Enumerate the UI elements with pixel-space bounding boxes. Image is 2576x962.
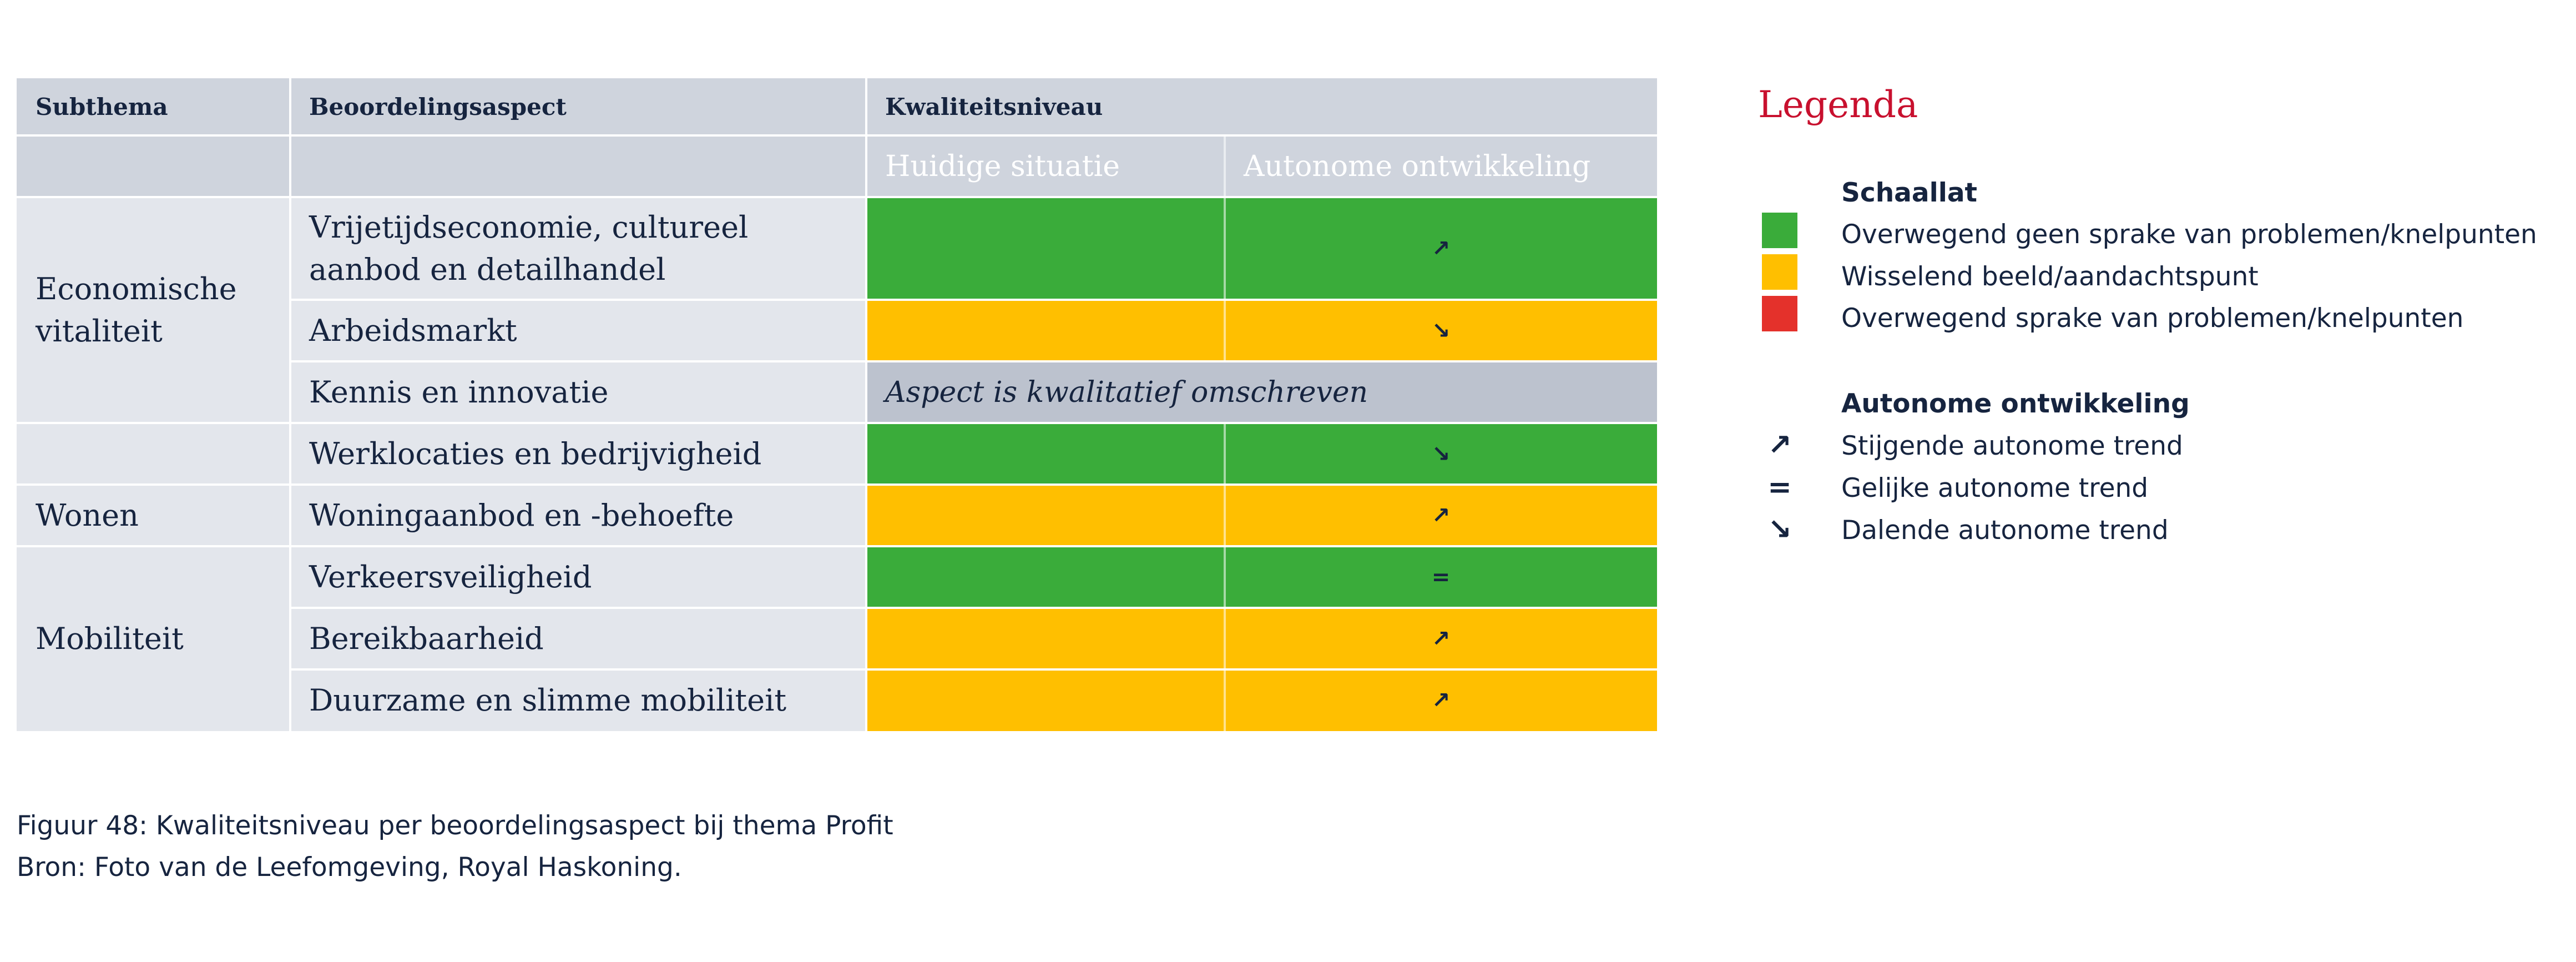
- trend-equal-icon: =: [1225, 546, 1657, 608]
- subtheme-economische-vitaliteit: Economische vitaliteit: [17, 197, 290, 423]
- legend-scale-label: Overwegend geen sprake van problemen/kne…: [1841, 219, 2537, 250]
- status-woningaanbod: [866, 485, 1225, 546]
- grid-line: [17, 196, 1657, 198]
- arrow-down-right-icon: ↘: [1767, 513, 1792, 546]
- legend-trend-label: Gelijke autonome trend: [1841, 473, 2149, 503]
- grid-line: [1224, 135, 1226, 361]
- header-beoordelingsaspect: Beoordelingsaspect: [290, 78, 866, 135]
- grid-line: [290, 360, 1657, 362]
- legend-trend-label: Stijgende autonome trend: [1841, 431, 2183, 461]
- trend-rising-icon: ↗: [1225, 608, 1657, 669]
- grid-line: [17, 483, 1657, 486]
- trend-rising-icon: ↗: [1225, 197, 1657, 300]
- trend-falling-icon: ↘: [1225, 300, 1657, 361]
- grid-line: [289, 78, 291, 731]
- aspect-werklocaties: Werklocaties en bedrijvigheid: [290, 423, 866, 485]
- grid-line: [17, 422, 1657, 424]
- status-qualitative-note: Aspect is kwalitatief omschreven: [866, 361, 1657, 423]
- status-bereikbaarheid: [866, 608, 1225, 669]
- subtheme-mobiliteit: Mobiliteit: [17, 546, 290, 731]
- legend-scale-label: Overwegend sprake van problemen/knelpunt…: [1841, 303, 2464, 334]
- status-verkeersveiligheid: [866, 546, 1225, 608]
- trend-rising-icon: ↗: [1225, 669, 1657, 731]
- grid-line: [865, 78, 867, 731]
- status-duurzame-mobiliteit: [866, 669, 1225, 731]
- subtheme-empty: [17, 423, 290, 485]
- aspect-woningaanbod: Woningaanbod en -behoefte: [290, 485, 866, 546]
- aspect-kennis-en-innovatie: Kennis en innovatie: [290, 361, 866, 423]
- legend-swatch-red: [1762, 296, 1797, 331]
- legend-scale-label: Wisselend beeld/aandachtspunt: [1841, 261, 2259, 292]
- trend-rising-icon: ↗: [1225, 485, 1657, 546]
- legend-scale-title: Schaallat: [1841, 178, 1978, 208]
- header-empty-aspect: [290, 135, 866, 197]
- grid-line: [290, 668, 1657, 671]
- legend-swatch-green: [1762, 213, 1797, 248]
- header-autonome-ontwikkeling: Autonome ontwikkeling: [1225, 135, 1657, 197]
- figure-caption: Figuur 48: Kwaliteitsniveau per beoordel…: [17, 810, 893, 841]
- grid-line: [1224, 423, 1226, 731]
- equal-icon: =: [1767, 471, 1792, 504]
- status-werklocaties: [866, 423, 1225, 485]
- grid-line: [17, 134, 1657, 137]
- legend-trend-title: Autonome ontwikkeling: [1841, 389, 2190, 419]
- aspect-arbeidsmarkt: Arbeidsmarkt: [290, 300, 866, 361]
- legend-trend-label: Dalende autonome trend: [1841, 515, 2169, 546]
- grid-line: [17, 545, 1657, 547]
- arrow-up-right-icon: ↗: [1767, 429, 1792, 462]
- header-huidige-situatie: Huidige situatie: [866, 135, 1225, 197]
- aspect-vrijetijdseconomie: Vrijetijdseconomie, cultureel aanbod en …: [290, 197, 866, 300]
- subtheme-wonen: Wonen: [17, 485, 290, 546]
- legend-swatch-yellow: [1762, 254, 1797, 290]
- header-kwaliteitsniveau: Kwaliteitsniveau: [866, 78, 1657, 135]
- grid-line: [290, 299, 1657, 301]
- trend-falling-icon: ↘: [1225, 423, 1657, 485]
- figure-source: Bron: Foto van de Leefomgeving, Royal Ha…: [17, 852, 682, 883]
- aspect-duurzame-mobiliteit: Duurzame en slimme mobiliteit: [290, 669, 866, 731]
- grid-line: [290, 607, 1657, 609]
- status-arbeidsmarkt: [866, 300, 1225, 361]
- status-vrijetijdseconomie: [866, 197, 1225, 300]
- header-subthema: Subthema: [17, 78, 290, 135]
- aspect-verkeersveiligheid: Verkeersveiligheid: [290, 546, 866, 608]
- aspect-bereikbaarheid: Bereikbaarheid: [290, 608, 866, 669]
- legend-title: Legenda: [1758, 83, 1918, 126]
- header-empty-subthema: [17, 135, 290, 197]
